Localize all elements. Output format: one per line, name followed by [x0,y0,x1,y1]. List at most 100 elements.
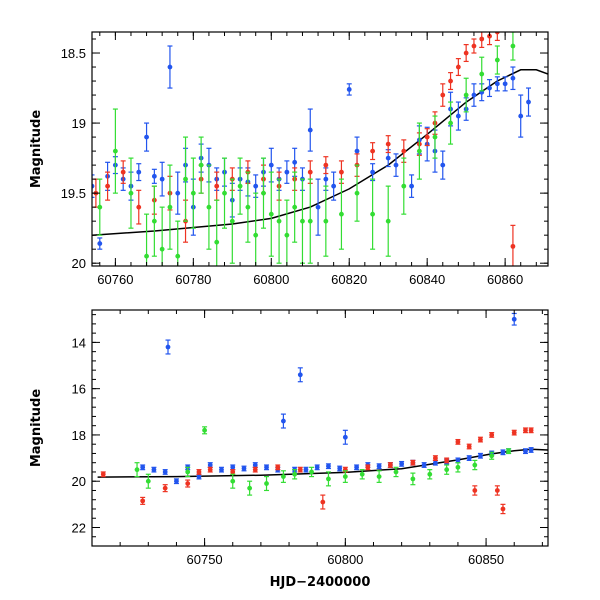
data-point [264,464,269,470]
data-point [511,430,517,436]
data-point [365,464,371,470]
data-point [175,190,181,196]
y-tick-label: 20 [72,256,86,271]
data-point [433,455,438,461]
data-point [219,467,224,473]
data-point [399,461,405,467]
data-point [466,455,472,461]
data-point [376,463,382,469]
data-point [455,457,461,463]
data-point [500,506,506,512]
data-point [387,462,393,468]
data-point [479,71,485,77]
data-point [261,190,266,196]
data-point [448,78,453,84]
data-point [478,453,483,459]
data-point [523,448,528,454]
data-point [526,99,531,105]
x-tick-label: 60800 [253,272,289,287]
y-tick-label: 22 [72,520,86,535]
data-point [162,469,168,475]
data-point [323,176,329,182]
series-2 [134,426,512,496]
data-point [230,464,236,470]
data-point [196,469,202,475]
data-point [487,85,492,91]
data-point [144,253,149,259]
x-tick-label: 60850 [468,552,504,567]
model-curve [92,69,548,236]
data-point [268,162,274,168]
data-point [444,457,450,463]
data-point [433,460,438,466]
data-point [281,418,286,424]
data-point [145,478,151,484]
data-point [463,50,469,56]
y-tick-label: 20 [72,474,86,489]
data-point [284,169,290,175]
data-point [185,481,191,486]
data-point [502,81,508,87]
data-point [151,218,157,224]
data-point [307,169,313,175]
data-point [410,476,416,482]
y-tick-label: 19.5 [61,186,86,201]
data-point [518,113,524,119]
data-point [214,183,220,189]
data-point [315,204,321,210]
data-point [385,218,391,224]
data-point [506,448,511,454]
data-point [167,64,173,70]
data-point [448,120,453,126]
y-tick-label: 18 [72,428,86,443]
data-point [489,432,495,438]
data-point [309,469,314,475]
data-point [112,148,118,154]
x-tick-label: 60750 [187,552,223,567]
data-point [339,169,344,175]
data-point [253,232,259,238]
plot-area [92,32,548,266]
data-point [489,453,495,459]
data-point [174,478,179,484]
data-point [354,190,360,196]
data-point [292,159,298,165]
data-point [136,204,142,210]
data-point [523,427,528,433]
data-point [297,372,303,378]
data-point [354,148,360,154]
data-point [342,434,348,440]
data-point [303,467,309,473]
data-point [206,204,212,210]
data-point [427,471,433,477]
data-point [190,190,196,196]
plot-frame [91,309,549,547]
data-point [466,444,472,449]
data-point [528,427,534,433]
data-point [455,464,461,470]
data-point [151,467,157,473]
data-point [134,467,140,473]
data-point [97,204,103,210]
data-point [478,437,483,442]
data-point [472,488,478,493]
data-point [393,162,399,168]
y-tick-label: 16 [72,382,86,397]
y-tick-label: 19 [72,116,86,131]
data-point [230,469,236,475]
data-point [494,57,500,63]
data-point [511,316,517,322]
data-point [281,474,286,479]
data-point [494,488,500,493]
data-point [421,462,427,468]
data-point [105,183,110,189]
data-point [494,81,500,87]
data-point [500,449,506,455]
data-point [207,467,213,473]
data-point [162,485,168,491]
data-point [229,218,235,224]
data-point [241,466,247,471]
data-point [247,485,253,491]
data-point [326,463,331,469]
plot-area [97,312,548,515]
